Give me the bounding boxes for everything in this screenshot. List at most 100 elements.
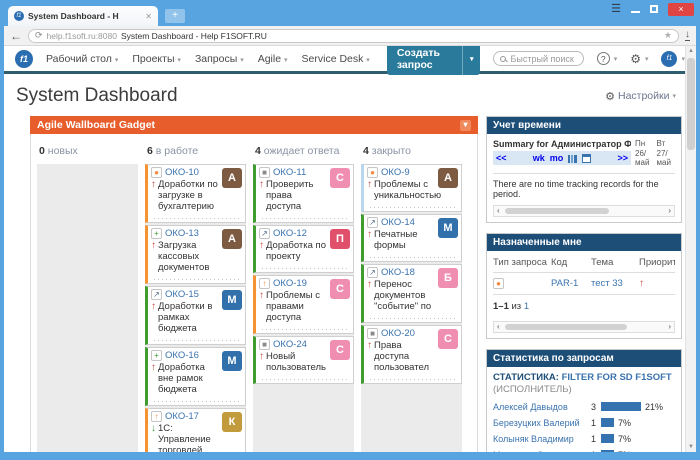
drag-grippy-icon[interactable]	[154, 338, 239, 341]
maximize-icon[interactable]	[650, 5, 658, 13]
scroll-right-icon[interactable]: ›	[668, 322, 671, 331]
tab-close-icon[interactable]: ✕	[145, 11, 152, 21]
issue-key-link[interactable]: PAR-1	[551, 277, 579, 289]
issue-subject-link[interactable]: тест 33	[591, 277, 623, 289]
scrollbar-thumb[interactable]	[505, 323, 628, 330]
issue-key-link[interactable]: ОКО-15	[165, 289, 199, 300]
vertical-scrollbar[interactable]: ▲ ▼	[685, 46, 696, 452]
scrollbar-thumb[interactable]	[505, 207, 610, 214]
issue-summary: Доработка по проекту	[266, 240, 326, 262]
new-tab-button[interactable]: +	[165, 9, 185, 23]
issue-key-link[interactable]: ОКО-14	[381, 217, 415, 228]
issue-card[interactable]: С ■ ОКО-24 ↑ Новый пользователь	[253, 336, 354, 384]
table-row[interactable]: ● PAR-1 тест 33 ↑	[493, 273, 675, 295]
issue-key-link[interactable]: ОКО-17	[165, 411, 199, 422]
reload-icon[interactable]: ⟳	[35, 30, 43, 40]
issue-key-link[interactable]: ОКО-24	[273, 339, 307, 350]
issue-key-link[interactable]: ОКО-13	[165, 228, 199, 239]
issue-card[interactable]: П ↗ ОКО-12 ↑ Доработка по проекту	[253, 225, 354, 273]
minimize-icon[interactable]	[631, 11, 640, 13]
drag-grippy-icon[interactable]	[370, 205, 455, 208]
bookmark-star-icon[interactable]: ★	[663, 30, 672, 40]
issue-key-link[interactable]: ОКО-19	[273, 278, 307, 289]
create-issue-label[interactable]: Создать запрос	[396, 46, 440, 71]
gadget-minimize-icon[interactable]: ▾	[460, 119, 471, 131]
issue-card[interactable]: А ● ОКО-9 ↑ Проблемы с уникальностью	[361, 164, 462, 212]
scroll-right-icon[interactable]: ›	[668, 206, 671, 215]
create-issue-dropdown[interactable]: ▾	[461, 46, 481, 75]
page-link[interactable]: 1	[523, 300, 530, 312]
url-bar[interactable]: ⟳ help.f1soft.ru:8080 System Dashboard -…	[28, 28, 679, 43]
next-period-link[interactable]: >>	[617, 153, 629, 163]
settings-label[interactable]: Настройки	[617, 90, 670, 102]
nav-menu-item[interactable]: Agile ▾	[257, 52, 288, 65]
drag-grippy-icon[interactable]	[370, 377, 455, 380]
issue-card[interactable]: A + ОКО-13 ↑ Загрузка кассовых документо…	[145, 225, 246, 284]
issue-card[interactable]: С ■ ОКО-11 ↑ Проверить права доступа	[253, 164, 354, 223]
browser-tab[interactable]: f1 System Dashboard - H ✕	[8, 6, 158, 26]
app-logo[interactable]: f1	[15, 49, 33, 68]
drag-grippy-icon[interactable]	[262, 216, 347, 219]
calendar-icon[interactable]	[582, 153, 592, 163]
scroll-left-icon[interactable]: ‹	[497, 206, 500, 215]
dashboard-settings[interactable]: ⚙ Настройки ▾	[605, 90, 676, 103]
browser-menu-icon[interactable]: ☰	[611, 2, 621, 15]
issue-card[interactable]: A ● ОКО-10 ↑ Доработки по загрузке в бух…	[145, 164, 246, 223]
quick-search-input[interactable]: Быстрый поиск	[493, 51, 584, 66]
issue-card[interactable]: С ↑ ОКО-19 ↑ Проблемы с правами доступа	[253, 275, 354, 334]
nav-menu-item[interactable]: Проекты ▾	[132, 52, 181, 65]
filter-link[interactable]: FILTER FOR SD F1SOFT	[561, 371, 672, 383]
issue-card[interactable]: М ↗ ОКО-14 ↑ Печатные формы	[361, 214, 462, 262]
download-icon[interactable]: ↓	[685, 29, 690, 41]
user-menu[interactable]: f1 ▾	[661, 50, 685, 67]
issue-key-link[interactable]: ОКО-9	[381, 167, 410, 178]
close-icon[interactable]: ×	[668, 2, 694, 16]
create-issue-button[interactable]: Создать запрос ▾	[386, 46, 481, 75]
week-link[interactable]: wk	[532, 153, 545, 163]
month-link[interactable]: mo	[549, 153, 564, 163]
issue-card[interactable]: M ↗ ОКО-15 ↑ Доработки в рамках бюджета	[145, 286, 246, 345]
help-icon[interactable]: ?	[596, 52, 610, 65]
nav-menu-item[interactable]: Service Desk ▾	[301, 52, 370, 65]
admin-menu[interactable]: ⚙ ▾	[630, 51, 649, 66]
day-column: Пн 26/май	[635, 139, 650, 167]
nav-menu-item[interactable]: Рабочий стол ▾	[46, 52, 119, 65]
assignee-link[interactable]: Березуцких Валерий	[493, 417, 580, 428]
drag-grippy-icon[interactable]	[262, 377, 347, 380]
issue-card[interactable]: К ↑ ОКО-17 ↓ 1С: Управление торговлей	[145, 408, 246, 452]
issue-type-icon: ■	[259, 339, 270, 350]
assignee-link[interactable]: Алексей Давыдов	[493, 401, 568, 412]
drag-grippy-icon[interactable]	[370, 255, 455, 258]
issue-key-link[interactable]: ОКО-11	[273, 167, 307, 178]
prev-period-link[interactable]: <<	[496, 153, 507, 163]
drag-grippy-icon[interactable]	[154, 277, 239, 280]
horizontal-scrollbar[interactable]: ‹ ›	[493, 320, 675, 333]
chart-icon[interactable]	[568, 155, 578, 163]
issue-key-link[interactable]: ОКО-12	[273, 228, 307, 239]
scroll-down-icon[interactable]: ▼	[688, 444, 694, 450]
gear-icon[interactable]: ⚙	[630, 51, 641, 66]
issue-key-link[interactable]: ОКО-16	[165, 350, 199, 361]
assignee-link[interactable]: Морозова Ольга	[493, 450, 583, 453]
drag-grippy-icon[interactable]	[370, 316, 455, 319]
scrollbar-thumb[interactable]	[687, 58, 695, 150]
horizontal-scrollbar[interactable]: ‹ ›	[493, 204, 675, 217]
user-avatar[interactable]: f1	[661, 50, 678, 67]
issue-card[interactable]: Б ↗ ОКО-18 ↑ Перенос документов "событие…	[361, 264, 462, 323]
scroll-left-icon[interactable]: ‹	[497, 322, 500, 331]
issue-card[interactable]: M + ОКО-16 ↑ Доработка вне рамок бюджета	[145, 347, 246, 406]
issue-card[interactable]: С ■ ОКО-20 ↑ Права доступа пользовател	[361, 325, 462, 384]
issue-key-link[interactable]: ОКО-10	[165, 167, 199, 178]
drag-grippy-icon[interactable]	[262, 327, 347, 330]
issue-summary: Проблемы с уникальностью	[374, 179, 442, 201]
drag-grippy-icon[interactable]	[154, 216, 239, 219]
nav-menu-item[interactable]: Запросы ▾	[194, 52, 244, 65]
drag-grippy-icon[interactable]	[262, 266, 347, 269]
issue-key-link[interactable]: ОКО-18	[381, 267, 415, 278]
drag-grippy-icon[interactable]	[154, 399, 239, 402]
back-icon[interactable]: ←	[10, 28, 22, 43]
help-menu[interactable]: ? ▾	[596, 52, 617, 65]
issue-key-link[interactable]: ОКО-20	[381, 328, 415, 339]
scroll-up-icon[interactable]: ▲	[688, 48, 694, 54]
assignee-link[interactable]: Колыняк Владимир	[493, 433, 574, 444]
